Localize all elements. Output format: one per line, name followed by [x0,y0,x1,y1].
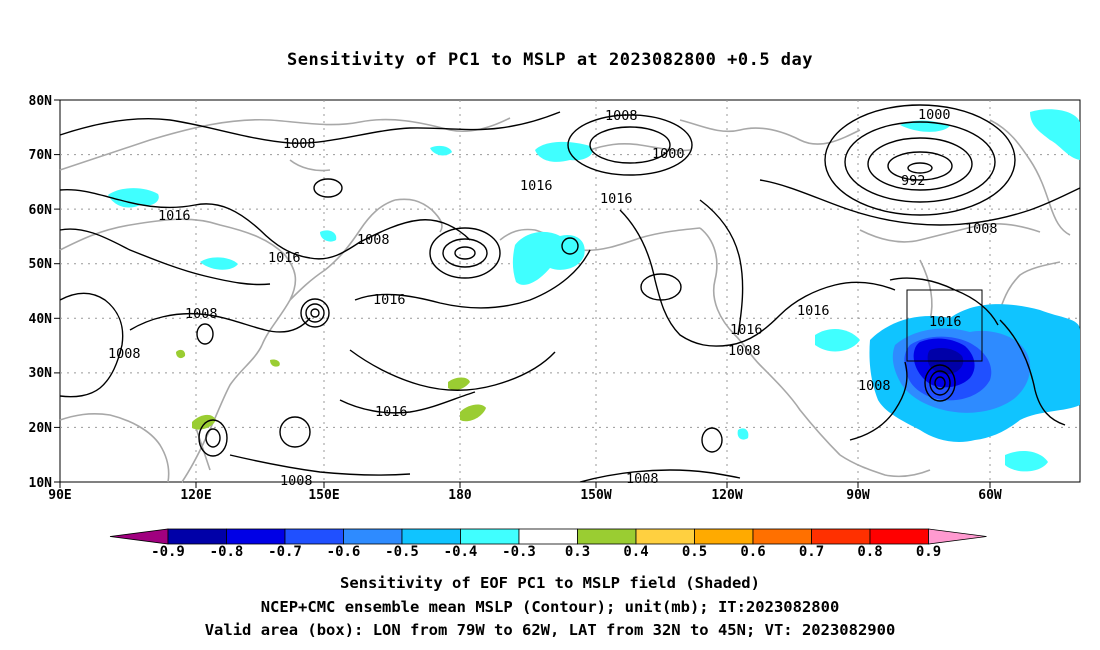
lon-label: 90W [846,488,870,503]
shade-cyan-11 [737,428,749,440]
colorbar-box [167,528,227,545]
shade-green-5 [270,359,280,367]
shade-cyan-8 [1030,109,1080,160]
colorbar-label: 0.7 [799,544,824,560]
lat-label: 80N [29,94,53,109]
lon-label: 120W [711,488,742,503]
contour-label: 1016 [929,314,962,330]
contour-label: 1008 [283,136,316,152]
pressure-contours [59,104,1081,483]
contour-label: 1016 [520,178,553,194]
contour-label: 1016 [373,292,406,308]
colorbar-label: 0.8 [857,544,882,560]
contour-labels: 1008 1016 1008 1016 1008 1008 1008 1016 … [108,107,998,489]
caption-line-1: Sensitivity of EOF PC1 to MSLP field (Sh… [340,574,760,592]
colorbar-label: -0.9 [151,544,185,560]
shade-cyan-5 [535,141,593,162]
sensitivity-shading [108,109,1080,472]
contour-label: 1016 [797,303,830,319]
shade-cyan-3 [320,230,337,242]
colorbar-box [343,528,403,545]
lat-label: 70N [29,148,53,163]
contour-label: 1000 [652,146,685,162]
colorbar-box [694,528,754,545]
colorbar-box [460,528,520,545]
colorbar-arrow-high [928,528,987,545]
lat-label: 20N [29,421,53,436]
latitude-ticks [54,99,991,488]
contour-label: 1016 [600,191,633,207]
colorbar-label: 0.3 [565,544,590,560]
contour-label: 1016 [158,208,191,224]
colorbar-label: 0.9 [916,544,941,560]
colorbar-label: -0.7 [268,544,302,560]
shade-cyan-10 [1005,450,1048,472]
colorbar-label: -0.4 [444,544,478,560]
shade-cyan-1 [108,188,159,208]
contour-label: 1008 [108,346,141,362]
contour-label: 1008 [185,306,218,322]
lon-label: 120E [180,488,211,503]
lat-label: 30N [29,366,53,381]
lon-label: 90E [48,488,71,503]
contour-label: 1008 [605,108,638,124]
caption-line-3: Valid area (box): LON from 79W to 62W, L… [204,621,896,639]
contour-label: 992 [901,173,925,189]
lon-label: 150E [308,488,339,503]
contour-label: 1008 [728,343,761,359]
colorbar-box [752,528,812,545]
caption-line-2: NCEP+CMC ensemble mean MSLP (Contour); u… [260,598,840,616]
longitude-labels: 90E 120E 150E 180 150W 120W 90W 60W [48,488,1002,503]
shade-green-4 [176,349,186,359]
contour-label: 1016 [375,404,408,420]
shade-cyan-6 [430,145,452,156]
shade-cyan-4 [512,231,585,285]
contour-label: 1008 [626,471,659,487]
contour-label: 1008 [965,221,998,237]
colorbar-box [635,528,695,545]
contour-label: 1016 [268,250,301,266]
map-title: Sensitivity of PC1 to MSLP at 2023082800… [286,50,813,70]
contour-label: 1016 [730,322,763,338]
lon-label: 180 [448,488,472,503]
valid-area-box [906,289,983,362]
lon-label: 60W [978,488,1002,503]
colorbar-label: -0.8 [210,544,244,560]
colorbar-box [577,528,637,545]
colorbar-box [284,528,344,545]
colorbar-label: -0.6 [327,544,361,560]
contour-label: 1008 [280,473,313,489]
colorbar-box [226,528,286,545]
lat-label: 60N [29,203,53,218]
colorbar-label: 0.5 [682,544,707,560]
colorbar-label: -0.5 [385,544,419,560]
shade-green-1 [192,414,216,430]
shade-cyan-9 [815,328,860,352]
colorbar-box [401,528,461,545]
colorbar-box [811,528,871,545]
latitude-labels: 80N 70N 60N 50N 40N 30N 20N 10N [29,94,53,491]
shade-green-2 [448,377,470,390]
shade-cyan-2 [200,257,238,270]
lat-label: 10N [29,476,53,491]
colorbar-label: 0.6 [740,544,765,560]
colorbar: -0.9 -0.8 -0.7 -0.6 -0.5 -0.4 -0.3 0.3 0.4 0.5 0.6… [109,528,987,560]
contour-label: 1008 [858,378,891,394]
contour-label: 1000 [918,107,951,123]
colorbar-label: 0.4 [623,544,648,560]
lat-label: 50N [29,257,53,272]
lat-label: 40N [29,312,53,327]
shade-green-3 [460,404,486,422]
colorbar-box [869,528,929,545]
colorbar-box [518,528,578,545]
lon-label: 150W [580,488,611,503]
colorbar-label: -0.3 [502,544,536,560]
colorbar-arrow-low [109,528,169,545]
contour-label: 1008 [357,232,390,248]
